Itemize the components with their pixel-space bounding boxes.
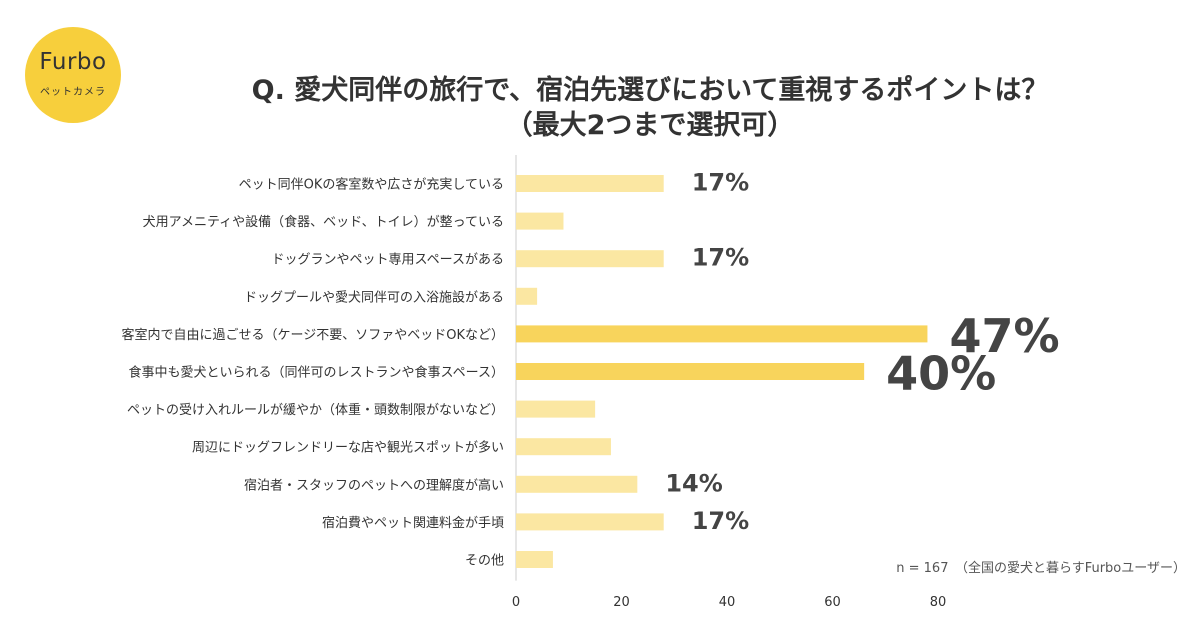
bar bbox=[516, 175, 664, 192]
x-tick-label: 40 bbox=[719, 595, 736, 610]
data-label: 17% bbox=[692, 244, 749, 272]
data-label: 17% bbox=[692, 507, 749, 535]
x-tick-label: 0 bbox=[512, 595, 520, 610]
chart-title-line-2: （最大2つまで選択可） bbox=[505, 110, 795, 141]
category-label: 食事中も愛犬といられる（同伴可のレストランや食事スペース） bbox=[129, 365, 504, 381]
category-label: ペットの受け入れルールが緩やか（体重・頭数制限がないなど） bbox=[127, 402, 504, 418]
bar bbox=[516, 363, 865, 380]
sample-note: n = 167 （全国の愛犬と暮らすFurboユーザー） bbox=[896, 561, 1186, 576]
data-label: 47% bbox=[949, 309, 1059, 363]
bar bbox=[516, 250, 664, 268]
category-label: 周辺にドッグフレンドリーな店や観光スポットが多い bbox=[192, 440, 504, 456]
bar bbox=[516, 325, 928, 343]
bar bbox=[516, 287, 538, 305]
logo-brand-text: Furbo bbox=[39, 49, 107, 75]
data-label: 17% bbox=[692, 169, 749, 197]
x-tick-label: 80 bbox=[930, 595, 947, 610]
bar bbox=[516, 475, 638, 493]
category-label: 宿泊費やペット関連料金が手頃 bbox=[322, 515, 504, 531]
bar bbox=[516, 212, 564, 230]
furbo-logo: Furbo ペットカメラ bbox=[25, 27, 121, 123]
bar bbox=[516, 400, 596, 418]
category-label: ドッグプールや愛犬同伴可の入浴施設がある bbox=[244, 289, 504, 305]
category-label: 客室内で自由に過ごせる（ケージ不要、ソファやベッドOKなど） bbox=[122, 327, 505, 343]
x-tick-label: 60 bbox=[824, 595, 841, 610]
data-label: 14% bbox=[665, 469, 722, 497]
category-label: 犬用アメニティや設備（食器、ベッド、トイレ）が整っている bbox=[143, 214, 504, 230]
category-label: ペット同伴OKの客室数や広さが充実している bbox=[239, 177, 504, 193]
logo-sub-text: ペットカメラ bbox=[40, 87, 106, 98]
x-tick-label: 20 bbox=[613, 595, 630, 610]
chart-title-line-1: Q. 愛犬同伴の旅行で、宿泊先選びにおいて重視するポイントは？ bbox=[251, 75, 1049, 106]
bar bbox=[516, 513, 664, 531]
category-label: その他 bbox=[465, 554, 504, 569]
bar bbox=[516, 438, 611, 456]
bar bbox=[516, 551, 553, 568]
data-label: 40% bbox=[886, 347, 996, 401]
category-label: 宿泊者・スタッフのペットへの理解度が高い bbox=[244, 477, 504, 493]
category-label: ドッグランやペット専用スペースがある bbox=[272, 253, 504, 268]
